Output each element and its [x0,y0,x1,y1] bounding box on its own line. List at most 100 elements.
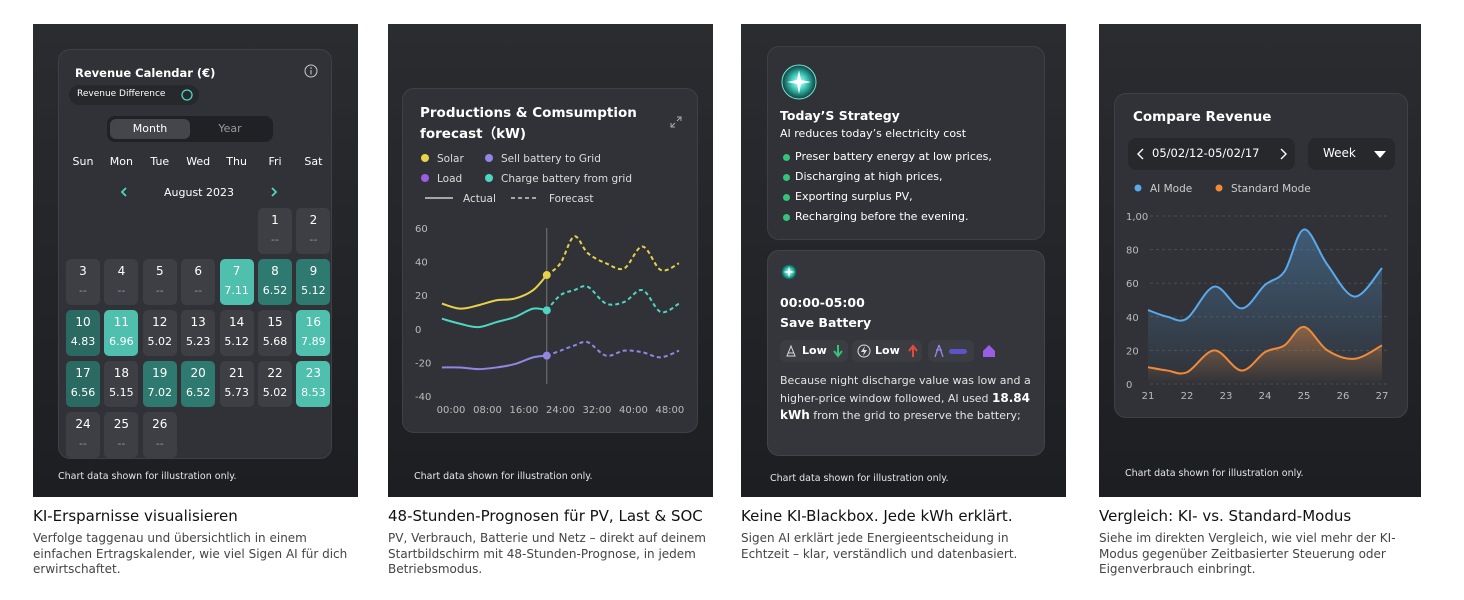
day-number: 15 [267,315,283,329]
y-tick-label: 0 [415,325,421,336]
badge-icon [181,89,193,101]
day-value: -- [309,233,318,246]
y-tick-label: 20 [415,291,428,302]
day-cell: 2 -- [296,208,331,254]
legend-label: Sell battery to Grid [501,153,601,165]
day-number: 24 [75,417,91,431]
y-tick-label: 60 [415,224,428,235]
tag-icon [786,345,796,357]
legend-marker [421,174,429,182]
calendar-title: Revenue Calendar (€) [75,66,216,80]
day-value: -- [194,284,203,297]
legend-marker [1134,184,1142,192]
weekday: Tue [150,155,170,168]
x-tick-label: 24:00 [546,405,575,416]
tag-arrow [833,345,843,358]
dropdown-arrow [1374,151,1386,158]
y-tick-label: 0 [1126,380,1132,391]
footnote: Chart data shown for illustration only. [414,471,593,482]
weekday: Fri [268,155,282,168]
weekday: Sat [304,155,323,168]
line [1147,228,1383,322]
amount: 18.84 kWh [780,390,1031,423]
line [546,285,680,314]
day-number: 3 [79,264,87,278]
day-cell: 8 6.52 [258,259,292,305]
next-month[interactable] [269,186,279,198]
tab-active[interactable] [110,119,190,139]
period-select[interactable]: Week [1308,138,1395,170]
footnote: Chart data shown for illustration only. [58,471,237,482]
grid-tag [928,340,974,362]
strategy-item: Preser battery energy at low prices, [795,150,992,163]
caption-title: Vergleich: KI- vs. Standard-Modus [1099,507,1352,525]
badge-label: Revenue Difference [77,89,166,99]
prev-month[interactable] [119,186,129,198]
day-cell: 4 -- [104,259,139,305]
x-tick-label: 21 [1142,391,1155,402]
expand-icon[interactable] [669,115,683,129]
chart-title: Compare Revenue [1133,109,1272,125]
forecast-card [402,88,698,433]
date-picker[interactable]: 05/02/12-05/02/17 [1128,138,1295,170]
day-number: 19 [152,366,168,380]
slot-explanation: Because night discharge value was low an… [780,372,1038,425]
y-tick-label: 80 [1126,246,1139,257]
bullet [783,154,790,161]
day-number: 16 [305,315,322,329]
day-cell: 17 6.56 [66,361,100,407]
day-value: -- [155,437,164,450]
tab-year[interactable]: Year [218,122,242,135]
day-cell: 26 -- [142,412,177,458]
day-value: -- [271,233,279,246]
day-cell: 10 4.83 [66,310,100,356]
day-cell: 6 -- [181,259,216,305]
day-number: 17 [75,366,91,380]
x-tick-label: 08:00 [473,405,502,416]
day-value: 5.23 [185,335,211,348]
tag-icon [857,344,871,358]
legend-marker [1215,184,1223,192]
y-tick-label: 40 [415,258,428,269]
y-tick-label: -40 [415,392,431,403]
day-number: 14 [228,315,245,329]
day-cell: 25 -- [104,412,139,458]
home-icon [983,345,995,357]
date-range: 05/02/12-05/02/17 [1152,146,1260,160]
day-number: 2 [309,213,318,227]
legend-marker [485,154,493,162]
day-cell: 12 5.02 [142,310,177,356]
day-value: -- [155,284,164,297]
calendar-panel: Revenue Calendar (€) Revenue Difference … [33,24,358,497]
day-value: 6.52 [185,386,211,399]
day-cell: 7 7.11 [219,259,254,305]
x-tick-label: 22 [1181,391,1194,402]
tab-month[interactable]: Month [132,122,168,135]
strategy-card: Today’S Strategy AI reduces today’s elec… [767,46,1045,240]
x-tick-label: 26 [1337,391,1350,402]
y-tick-label: 1,00 [1126,212,1148,223]
day-value: 7.89 [301,335,326,348]
legend-marker [485,174,493,182]
day-cell: 18 5.15 [104,361,139,407]
caption-text: Verfolge taggenau und übersichtlich in e… [33,531,348,576]
month-label: August 2023 [164,186,234,199]
x-tick-label: 16:00 [510,405,539,416]
tag-label: Low [802,344,827,357]
y-tick-label: 20 [1126,346,1139,357]
day-number: 18 [113,366,130,380]
legend-label: Standard Mode [1231,183,1311,195]
ai-icon [781,64,817,100]
weekday: Mon [109,155,133,168]
prev-range[interactable] [1136,148,1146,160]
weekday: Wed [186,155,211,168]
info-icon[interactable] [304,64,318,78]
area [1148,229,1382,384]
day-number: 25 [113,417,130,431]
day-number: 13 [190,315,206,329]
day-value: 7.11 [224,284,249,297]
x-tick-label: 00:00 [437,405,466,416]
caption-text: Siehe im direkten Vergleich, wie viel me… [1099,531,1396,576]
next-range[interactable] [1278,148,1288,160]
now-point [542,271,551,280]
